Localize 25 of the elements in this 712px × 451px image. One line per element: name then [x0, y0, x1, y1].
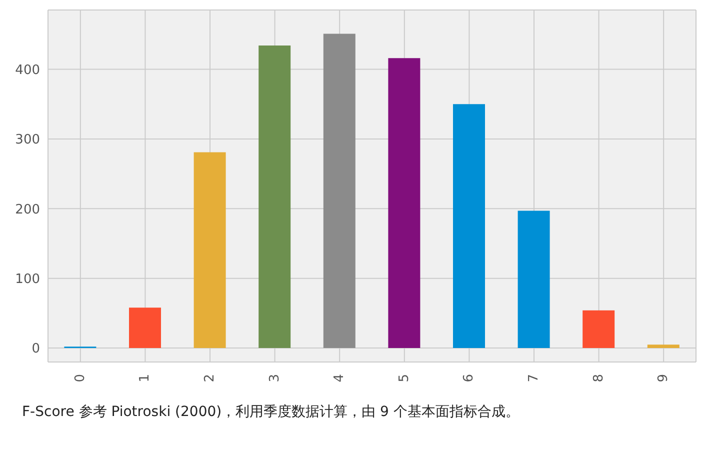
bar — [323, 34, 356, 348]
x-tick-label: 7 — [526, 374, 542, 382]
bar — [647, 344, 680, 348]
x-tick-label: 2 — [202, 374, 218, 382]
x-tick-label: 1 — [138, 374, 153, 382]
text: F-Score 参考 Piotroski (2000)，利用季度数据计算，由 9 个基本面指标合成。 — [21, 403, 520, 422]
y-tick-label: 300 — [15, 132, 40, 148]
y-tick-label: 200 — [15, 202, 40, 218]
bar — [388, 58, 420, 348]
x-tick-label: 3 — [267, 374, 282, 382]
y-tick-label: 100 — [15, 272, 40, 287]
bar — [258, 46, 291, 348]
x-tick-label: 9 — [656, 374, 672, 382]
x-tick-label: 5 — [396, 374, 412, 382]
bar — [518, 210, 550, 348]
y-tick-label: 400 — [15, 62, 40, 78]
x-tick-label: 6 — [462, 374, 477, 382]
y-tick-label: 0 — [32, 342, 40, 357]
x-tick-label: 8 — [591, 374, 606, 382]
bar — [453, 104, 485, 348]
bar — [582, 310, 615, 348]
x-tick-label: 4 — [332, 374, 348, 382]
x-tick-label: 0 — [72, 374, 88, 382]
bar — [194, 152, 226, 348]
bar — [129, 308, 161, 348]
